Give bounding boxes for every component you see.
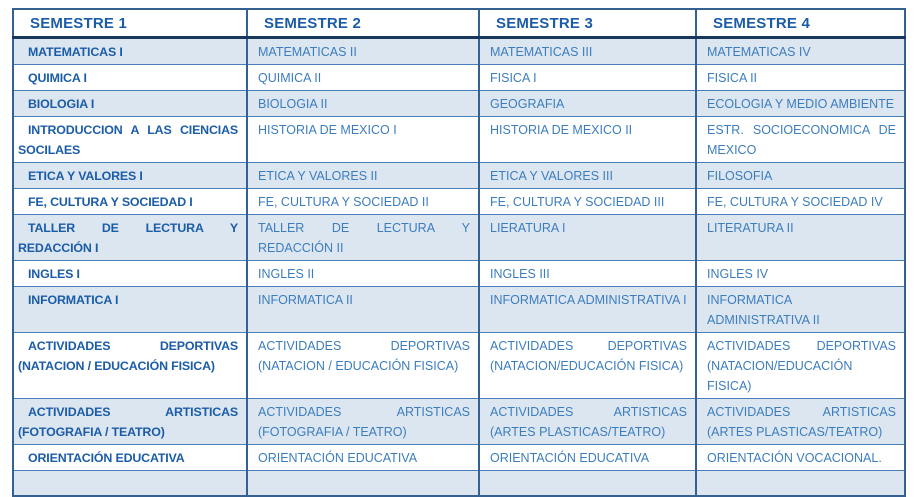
table-row: FE, CULTURA Y SOCIEDAD I FE, CULTURA Y S… bbox=[12, 188, 906, 215]
course-cell bbox=[246, 470, 480, 496]
course-cell: HISTORIA DE MEXICO II bbox=[478, 116, 697, 163]
course-cell bbox=[478, 470, 697, 496]
table-body: MATEMATICAS I MATEMATICAS II MATEMATICAS… bbox=[12, 37, 906, 496]
course-cell bbox=[695, 470, 906, 496]
course-cell: ACTIVIDADES ARTISTICAS (ARTES PLASTICAS/… bbox=[478, 398, 697, 445]
course-cell: INFORMATICA I bbox=[12, 286, 248, 333]
column-header-semestre-4: SEMESTRE 4 bbox=[695, 9, 906, 39]
table-row: ACTIVIDADES ARTISTICAS (FOTOGRAFIA / TEA… bbox=[12, 398, 906, 445]
course-cell: INGLES III bbox=[478, 260, 697, 287]
course-cell: ACTIVIDADES ARTISTICAS (FOTOGRAFIA / TEA… bbox=[12, 398, 248, 445]
course-cell: LIERATURA I bbox=[478, 214, 697, 261]
course-cell: ORIENTACIÓN EDUCATIVA bbox=[12, 444, 248, 471]
course-cell: QUIMICA I bbox=[12, 64, 248, 91]
table-row: BIOLOGIA I BIOLOGIA II GEOGRAFIA ECOLOGI… bbox=[12, 90, 906, 117]
course-cell: TALLER DE LECTURA Y REDACCIÓN II bbox=[246, 214, 480, 261]
course-cell: FILOSOFIA bbox=[695, 162, 906, 189]
course-cell: MATEMATICAS III bbox=[478, 37, 697, 65]
course-cell: BIOLOGIA II bbox=[246, 90, 480, 117]
course-cell: TALLER DE LECTURA Y REDACCIÓN I bbox=[12, 214, 248, 261]
course-cell: INFORMATICA II bbox=[246, 286, 480, 333]
course-cell: ORIENTACIÓN VOCACIONAL. bbox=[695, 444, 906, 471]
table-row: INTRODUCCION A LAS CIENCIAS SOCILAES HIS… bbox=[12, 116, 906, 163]
curriculum-table: SEMESTRE 1 SEMESTRE 2 SEMESTRE 3 SEMESTR… bbox=[12, 8, 906, 497]
table-row: ORIENTACIÓN EDUCATIVA ORIENTACIÓN EDUCAT… bbox=[12, 444, 906, 471]
course-cell: INTRODUCCION A LAS CIENCIAS SOCILAES bbox=[12, 116, 248, 163]
table-row: ACTIVIDADES DEPORTIVAS (NATACION / EDUCA… bbox=[12, 332, 906, 399]
course-cell: BIOLOGIA I bbox=[12, 90, 248, 117]
course-cell: INGLES II bbox=[246, 260, 480, 287]
table-row: INFORMATICA I INFORMATICA II INFORMATICA… bbox=[12, 286, 906, 333]
course-cell: FE, CULTURA Y SOCIEDAD IV bbox=[695, 188, 906, 215]
course-cell: INFORMATICA ADMINISTRATIVA II bbox=[695, 286, 906, 333]
course-cell: FE, CULTURA Y SOCIEDAD II bbox=[246, 188, 480, 215]
table-row bbox=[12, 470, 906, 496]
course-cell: FISICA II bbox=[695, 64, 906, 91]
table-row: INGLES I INGLES II INGLES III INGLES IV bbox=[12, 260, 906, 287]
course-cell: ESTR. SOCIOECONOMICA DE MEXICO bbox=[695, 116, 906, 163]
course-cell: MATEMATICAS IV bbox=[695, 37, 906, 65]
course-cell: ACTIVIDADES DEPORTIVAS (NATACION / EDUCA… bbox=[12, 332, 248, 399]
table-row: QUIMICA I QUIMICA II FISICA I FISICA II bbox=[12, 64, 906, 91]
curriculum-table-container: SEMESTRE 1 SEMESTRE 2 SEMESTRE 3 SEMESTR… bbox=[12, 8, 906, 497]
column-header-semestre-3: SEMESTRE 3 bbox=[478, 9, 697, 39]
course-cell: ETICA Y VALORES III bbox=[478, 162, 697, 189]
course-cell: ACTIVIDADES ARTISTICAS (FOTOGRAFIA / TEA… bbox=[246, 398, 480, 445]
course-cell: ACTIVIDADES DEPORTIVAS (NATACION/EDUCACI… bbox=[695, 332, 906, 399]
course-cell: MATEMATICAS I bbox=[12, 37, 248, 65]
course-cell: ECOLOGIA Y MEDIO AMBIENTE bbox=[695, 90, 906, 117]
course-cell: INGLES IV bbox=[695, 260, 906, 287]
column-header-semestre-1: SEMESTRE 1 bbox=[12, 9, 248, 39]
course-cell: FE, CULTURA Y SOCIEDAD III bbox=[478, 188, 697, 215]
course-cell: FISICA I bbox=[478, 64, 697, 91]
course-cell: GEOGRAFIA bbox=[478, 90, 697, 117]
course-cell: HISTORIA DE MEXICO I bbox=[246, 116, 480, 163]
table-row: MATEMATICAS I MATEMATICAS II MATEMATICAS… bbox=[12, 37, 906, 65]
table-row: TALLER DE LECTURA Y REDACCIÓN I TALLER D… bbox=[12, 214, 906, 261]
course-cell: FE, CULTURA Y SOCIEDAD I bbox=[12, 188, 248, 215]
course-cell: ORIENTACIÓN EDUCATIVA bbox=[478, 444, 697, 471]
course-cell: INGLES I bbox=[12, 260, 248, 287]
course-cell: ETICA Y VALORES I bbox=[12, 162, 248, 189]
course-cell: ACTIVIDADES DEPORTIVAS (NATACION / EDUCA… bbox=[246, 332, 480, 399]
course-cell: ACTIVIDADES DEPORTIVAS (NATACION/EDUCACI… bbox=[478, 332, 697, 399]
course-cell: INFORMATICA ADMINISTRATIVA I bbox=[478, 286, 697, 333]
course-cell: QUIMICA II bbox=[246, 64, 480, 91]
course-cell: ACTIVIDADES ARTISTICAS (ARTES PLASTICAS/… bbox=[695, 398, 906, 445]
table-header-row: SEMESTRE 1 SEMESTRE 2 SEMESTRE 3 SEMESTR… bbox=[12, 9, 906, 39]
course-cell: MATEMATICAS II bbox=[246, 37, 480, 65]
course-cell: ORIENTACIÓN EDUCATIVA bbox=[246, 444, 480, 471]
column-header-semestre-2: SEMESTRE 2 bbox=[246, 9, 480, 39]
course-cell: ETICA Y VALORES II bbox=[246, 162, 480, 189]
table-row: ETICA Y VALORES I ETICA Y VALORES II ETI… bbox=[12, 162, 906, 189]
course-cell: LITERATURA II bbox=[695, 214, 906, 261]
course-cell bbox=[12, 470, 248, 496]
